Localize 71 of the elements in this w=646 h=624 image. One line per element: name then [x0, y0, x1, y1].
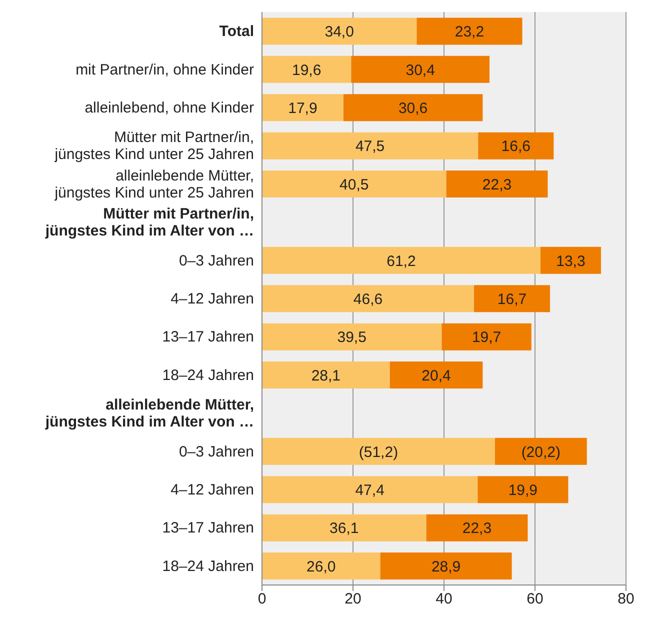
bar — [351, 56, 490, 83]
data-label: 28,1 — [311, 367, 341, 384]
data-label: 34,0 — [324, 24, 354, 41]
y-tick-label: alleinlebend, ohne Kinder — [84, 99, 254, 116]
bar — [343, 94, 483, 122]
x-tick-label: 20 — [344, 590, 362, 608]
x-tick-label: 0 — [258, 590, 266, 608]
data-label: 17,9 — [288, 100, 318, 117]
y-tick-label: Mütter mit Partner/in, jüngstes Kind im Alter von … — [44, 205, 254, 240]
bar — [262, 94, 344, 122]
bar — [446, 170, 548, 198]
bar — [426, 514, 528, 542]
y-tick-label: 13–17 Jahren — [162, 519, 254, 536]
data-label: 36,1 — [330, 520, 359, 538]
bar — [478, 476, 568, 504]
y-tick-label: 0–3 Jahren — [178, 442, 254, 460]
bar — [380, 552, 512, 580]
data-label: 23,2 — [454, 24, 484, 41]
data-label: 28,9 — [431, 558, 461, 576]
y-tick-label: 18–24 Jahren — [162, 366, 254, 384]
data-label: 22,3 — [482, 176, 512, 194]
y-tick-label: Total — [219, 22, 254, 40]
bar — [390, 362, 483, 389]
y-tick-label: 18–24 Jahren — [162, 557, 254, 574]
bar — [474, 285, 550, 312]
data-label: 20,4 — [422, 367, 451, 384]
x-tick-label: 60 — [526, 590, 544, 608]
data-label: (51,2) — [358, 444, 398, 461]
bar — [478, 132, 554, 160]
data-label: 47,4 — [355, 482, 384, 499]
bar — [262, 476, 478, 504]
data-label: 61,2 — [386, 252, 416, 270]
data-label: 19,6 — [292, 62, 322, 79]
y-tick-label: alleinlebende Mütter, jüngstes Kind unter 25 Jahren — [54, 166, 254, 201]
y-tick-label: mit Partner/in, ohne Kinder — [76, 60, 254, 78]
data-label: 47,5 — [355, 138, 385, 156]
bar — [262, 323, 442, 350]
x-tick-label: 80 — [618, 590, 634, 608]
bar — [262, 438, 495, 465]
y-tick-label: 0–3 Jahren — [178, 252, 254, 269]
data-label: 46,6 — [353, 290, 383, 308]
bar — [262, 246, 540, 274]
bar — [262, 552, 380, 580]
bar — [262, 18, 417, 45]
bar — [442, 323, 532, 350]
data-label: 19,7 — [472, 329, 502, 346]
bar — [262, 285, 474, 312]
data-label: 26,0 — [306, 558, 336, 576]
data-label: 39,5 — [337, 329, 366, 346]
data-label: 30,6 — [398, 100, 428, 117]
data-label: 30,4 — [406, 62, 435, 79]
bar — [262, 362, 390, 389]
data-label: 19,9 — [508, 482, 538, 499]
data-label: 22,3 — [462, 520, 492, 538]
bar — [262, 132, 478, 160]
data-label: 16,7 — [497, 290, 527, 308]
y-tick-label: 4–12 Jahren — [170, 481, 254, 498]
data-label: 16,6 — [501, 138, 530, 156]
bar — [540, 246, 601, 274]
data-label: 13,3 — [556, 252, 586, 270]
bar — [262, 170, 446, 198]
bar — [494, 438, 587, 465]
bar — [416, 18, 522, 45]
y-tick-label: 4–12 Jahren — [170, 290, 254, 307]
bar — [262, 56, 352, 83]
bar — [262, 514, 426, 542]
x-tick-label: 40 — [436, 590, 452, 608]
y-tick-label: alleinlebende Mütter, jüngstes Kind im Alter von … — [44, 396, 254, 430]
data-label: 40,5 — [340, 176, 369, 194]
data-label: (20,2) — [521, 444, 561, 461]
y-tick-label: 13–17 Jahren — [162, 328, 254, 346]
